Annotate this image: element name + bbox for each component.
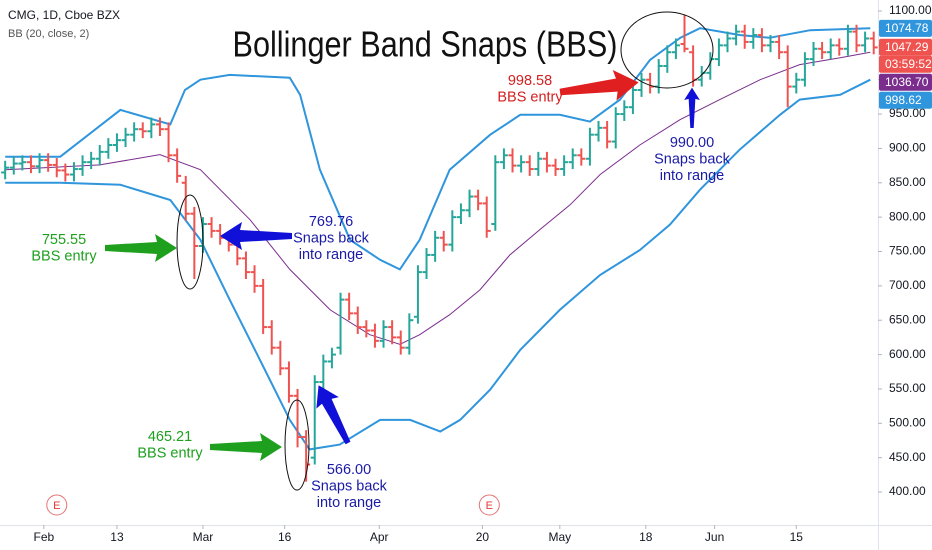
annotation-text: 566.00 (327, 462, 371, 478)
x-tick-label: Jun (705, 530, 724, 544)
x-tick-label: 15 (790, 530, 804, 544)
arrow (316, 385, 351, 445)
price-tag-label: 1047.29 (885, 40, 929, 54)
annotation-text: into range (660, 168, 725, 184)
y-tick-label: 950.00 (889, 106, 926, 120)
highlight-ellipse (176, 194, 204, 290)
annotation-text: 465.21 (148, 429, 192, 445)
price-tag-label: 1036.70 (885, 75, 929, 89)
overlays (176, 11, 714, 491)
y-tick-label: 700.00 (889, 278, 926, 292)
y-tick-label: 600.00 (889, 347, 926, 361)
annotation-text: 769.76 (309, 214, 353, 230)
highlight-ellipse (284, 399, 310, 491)
symbol-header: CMG, 1D, Cboe BZX (8, 8, 120, 22)
band-line (5, 51, 871, 345)
arrow (559, 70, 639, 101)
annotation-text: Snaps back (293, 230, 370, 246)
event-marker (46, 494, 68, 516)
x-tick-label: 20 (476, 530, 490, 544)
annotation-text: Snaps back (311, 478, 388, 494)
annotation-text: 998.58 (508, 73, 552, 89)
event-marker (478, 494, 500, 516)
annotation-text: into range (317, 495, 382, 511)
y-tick-label: 800.00 (889, 209, 926, 223)
annotation-text: BBS entry (137, 445, 203, 461)
chart-title: Bollinger Band Snaps (BBS) (233, 24, 618, 65)
y-tick-label: 900.00 (889, 141, 926, 155)
price-tag (879, 73, 932, 91)
annotation-text: BBS entry (31, 248, 97, 264)
x-tick-label: Feb (34, 530, 55, 544)
event-label: E (486, 500, 493, 512)
price-tag-label: 998.62 (885, 93, 922, 107)
arrow (684, 87, 700, 128)
y-tick-label: 750.00 (889, 244, 926, 258)
annotation-text: into range (299, 247, 364, 263)
x-tick-label: May (548, 530, 571, 544)
band-line (5, 78, 871, 451)
timer-tag (879, 55, 932, 73)
arrow (105, 234, 177, 262)
arrow (220, 222, 292, 250)
price-tag-label: 1074.78 (885, 21, 929, 35)
x-tick-label: Mar (193, 530, 214, 544)
event-label: E (53, 500, 60, 512)
x-tick-label: 13 (110, 530, 124, 544)
x-tick-label: 18 (639, 530, 653, 544)
y-tick-label: 650.00 (889, 312, 926, 326)
y-tick-label: 500.00 (889, 415, 926, 429)
arrows (105, 70, 700, 461)
timer-label: 03:59:52 (885, 57, 932, 71)
annotation-text: Snaps back (654, 151, 731, 167)
x-tick-label: 16 (278, 530, 292, 544)
annotation-text: BBS entry (497, 89, 563, 105)
annotation-text: 990.00 (670, 135, 714, 151)
price-tag (879, 38, 932, 56)
plot: 400.00 450.00 500.00 550.00 600.00 650.00 700.… (1, 3, 932, 544)
highlight-ellipse (620, 11, 714, 89)
arrow (210, 433, 282, 461)
y-tick-label: 850.00 (889, 175, 926, 189)
y-tick-label: 450.00 (889, 450, 926, 464)
price-tag (879, 19, 932, 37)
band-line (5, 27, 871, 271)
indicator-label: BB (20, close, 2) (8, 28, 89, 40)
y-tick-label: 400.00 (889, 484, 926, 498)
y-tick-label: 1100.00 (889, 3, 932, 17)
y-tick-label: 550.00 (889, 381, 926, 395)
price-tag (879, 91, 932, 109)
x-tick-label: Apr (370, 530, 389, 544)
annotation-text: 755.55 (42, 232, 86, 248)
